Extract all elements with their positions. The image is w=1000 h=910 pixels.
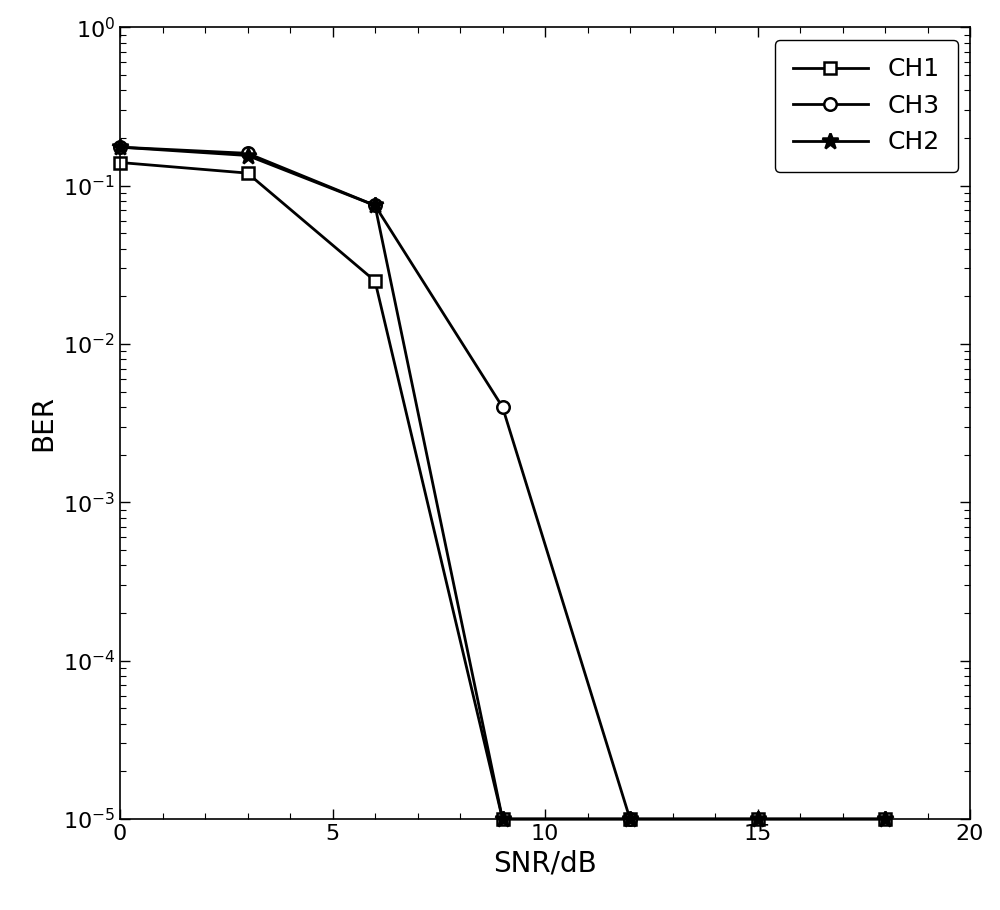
Legend: CH1, CH3, CH2: CH1, CH3, CH2 [775,40,958,172]
CH3 [497,401,509,412]
Y-axis label: BER: BER [29,395,57,451]
X-axis label: SNR/dB: SNR/dB [493,849,597,877]
Line: CH3: CH3 [114,141,636,825]
CH3 [114,142,126,153]
CH2 [114,142,126,153]
CH2 [624,814,636,824]
CH2 [242,150,254,161]
CH3 [242,147,254,158]
CH1 [752,814,764,824]
CH1 [624,814,636,824]
CH1 [497,814,509,824]
Line: CH2: CH2 [112,139,893,827]
CH1 [242,167,254,178]
CH2 [752,814,764,824]
CH1 [114,157,126,168]
CH3 [624,814,636,824]
CH1 [369,276,381,287]
CH2 [497,814,509,824]
CH3 [369,200,381,211]
CH2 [879,814,891,824]
CH2 [369,200,381,211]
CH1 [879,814,891,824]
Line: CH1: CH1 [114,157,891,825]
